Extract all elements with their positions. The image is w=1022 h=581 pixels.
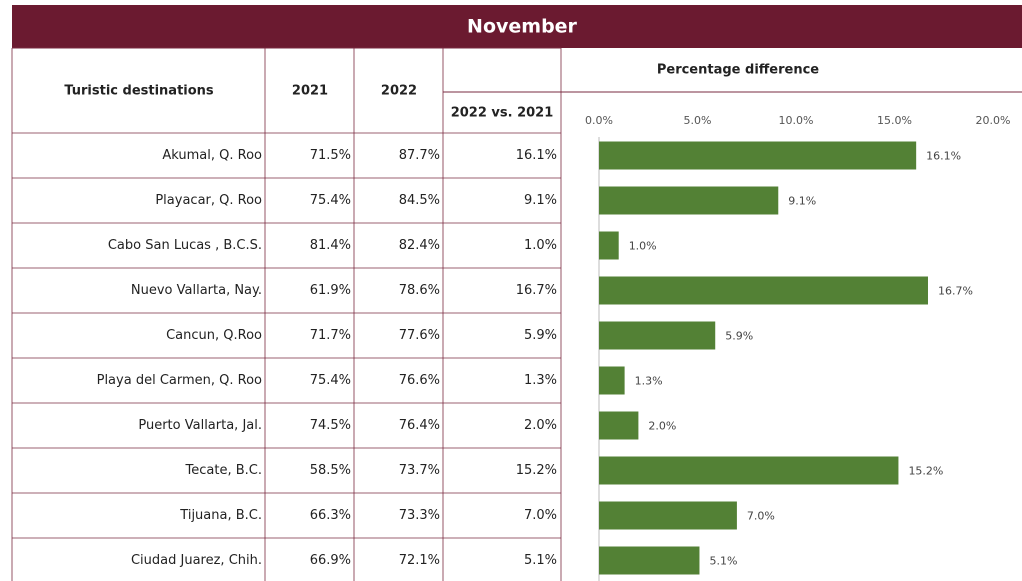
cell: 87.7% (399, 148, 440, 163)
value-label: 1.3% (635, 375, 663, 388)
cell: 16.7% (516, 283, 557, 298)
column-header: Percentage difference (657, 63, 819, 78)
value-label: 5.1% (709, 555, 737, 568)
cell: 74.5% (310, 418, 351, 433)
cell: 72.1% (399, 553, 440, 568)
cell: 84.5% (399, 193, 440, 208)
column-header: 2022 (381, 84, 417, 99)
bar (599, 276, 928, 305)
x-tick-label: 20.0% (976, 114, 1011, 127)
cell: Cabo San Lucas , B.C.S. (108, 238, 262, 253)
cell: Tecate, B.C. (185, 463, 262, 478)
cell: 75.4% (310, 373, 351, 388)
bar (599, 411, 639, 440)
cell: 71.5% (310, 148, 351, 163)
bar (599, 141, 917, 170)
bar (599, 321, 716, 350)
cell: 15.2% (516, 463, 557, 478)
column-header: Turistic destinations (64, 84, 214, 99)
cell: Akumal, Q. Roo (162, 148, 262, 163)
cell: 1.0% (524, 238, 557, 253)
value-label: 16.1% (926, 150, 961, 163)
value-label: 15.2% (908, 465, 943, 478)
cell: 9.1% (524, 193, 557, 208)
cell: 73.7% (399, 463, 440, 478)
x-tick-label: 5.0% (684, 114, 712, 127)
cell: Cancun, Q.Roo (166, 328, 262, 343)
x-tick-label: 10.0% (779, 114, 814, 127)
bar (599, 456, 899, 485)
cell: 76.4% (399, 418, 440, 433)
cell: 66.3% (310, 508, 351, 523)
cell: 76.6% (399, 373, 440, 388)
title: November (467, 16, 578, 38)
cell: Puerto Vallarta, Jal. (138, 418, 262, 433)
cell: Ciudad Juarez, Chih. (131, 553, 262, 568)
cell: 16.1% (516, 148, 557, 163)
cell: Playa del Carmen, Q. Roo (97, 373, 262, 388)
cell: 82.4% (399, 238, 440, 253)
cell: 77.6% (399, 328, 440, 343)
cell: 75.4% (310, 193, 351, 208)
cell: 73.3% (399, 508, 440, 523)
bar (599, 366, 625, 395)
cell: 71.7% (310, 328, 351, 343)
bar (599, 501, 737, 530)
bar (599, 231, 619, 260)
value-label: 5.9% (725, 330, 753, 343)
value-label: 16.7% (938, 285, 973, 298)
cell: 61.9% (310, 283, 351, 298)
bar (599, 186, 779, 215)
x-tick-label: 15.0% (877, 114, 912, 127)
cell: Playacar, Q. Roo (155, 193, 262, 208)
cell: 2.0% (524, 418, 557, 433)
cell: 5.1% (524, 553, 557, 568)
title-bar (12, 5, 1022, 48)
cell: 1.3% (524, 373, 557, 388)
cell: 5.9% (524, 328, 557, 343)
cell: Tijuana, B.C. (179, 508, 262, 523)
value-label: 9.1% (788, 195, 816, 208)
cell: 66.9% (310, 553, 351, 568)
column-header: 2021 (292, 84, 328, 99)
value-label: 1.0% (629, 240, 657, 253)
value-label: 7.0% (747, 510, 775, 523)
cell: 81.4% (310, 238, 351, 253)
bar (599, 546, 700, 575)
x-tick-label: 0.0% (585, 114, 613, 127)
cell: Nuevo Vallarta, Nay. (131, 283, 262, 298)
cell: 78.6% (399, 283, 440, 298)
value-label: 2.0% (648, 420, 676, 433)
cell: 7.0% (524, 508, 557, 523)
cell: 58.5% (310, 463, 351, 478)
column-header: 2022 vs. 2021 (451, 106, 554, 121)
